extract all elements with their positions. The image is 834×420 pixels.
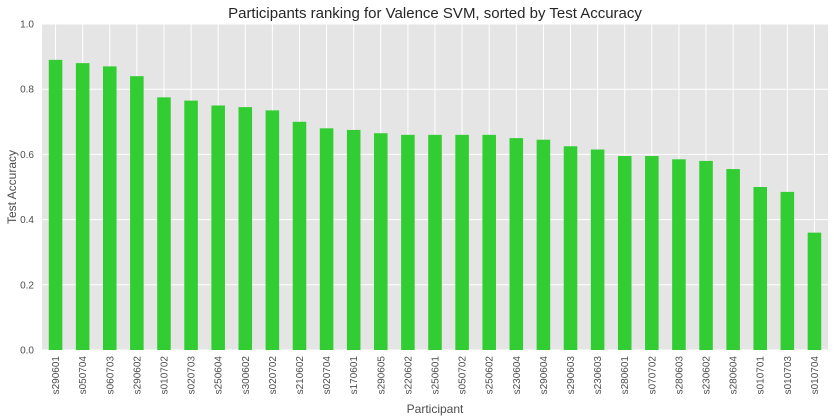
y-tick-label: 0.8 (20, 85, 34, 96)
x-tick-label: s010704 (810, 356, 821, 395)
bar-s290604 (536, 139, 551, 350)
x-tick-label: s300602 (241, 356, 252, 395)
x-tick-label: s290603 (566, 356, 577, 395)
bar-s250601 (428, 134, 442, 350)
bar-s220602 (401, 134, 415, 350)
bar-s070702 (645, 156, 659, 350)
bars (48, 59, 822, 351)
y-tick-label: 1.0 (20, 20, 34, 31)
y-tick-label: 0.4 (20, 215, 34, 226)
x-tick-label: s280603 (674, 356, 685, 395)
x-tick-label: s220602 (403, 356, 414, 395)
bar-s020702 (265, 110, 280, 350)
x-tick-label: s290602 (132, 356, 143, 395)
x-axis-label: Participant (407, 402, 464, 416)
bar-s010704 (807, 232, 822, 350)
bar-s230604 (509, 138, 524, 350)
y-tick-label: 0.2 (20, 280, 34, 291)
bar-s230603 (590, 149, 605, 350)
bar-s290605 (374, 133, 388, 350)
x-tick-label: s170601 (349, 356, 360, 395)
y-axis-label: Test Accuracy (5, 150, 19, 224)
x-tick-label: s010701 (756, 356, 767, 395)
bar-s020703 (184, 100, 198, 350)
x-tick-label: s210602 (295, 356, 306, 395)
bar-s280601 (617, 156, 632, 350)
bar-s280603 (672, 159, 686, 350)
x-tick-label: s230603 (593, 356, 604, 395)
bar-s250602 (482, 134, 496, 350)
bar-s290601 (48, 59, 63, 351)
bar-s290602 (130, 76, 144, 350)
chart-title: Participants ranking for Valence SVM, so… (228, 5, 642, 22)
x-tick-label: s070702 (647, 356, 658, 395)
x-tick-label: s250602 (485, 356, 496, 395)
x-tick-label: s280604 (729, 356, 740, 395)
y-tick-label: 0.0 (20, 346, 34, 357)
x-tick-label: s230602 (702, 356, 713, 395)
bar-s020704 (319, 128, 334, 350)
bar-s050702 (455, 134, 469, 350)
x-tick-label: s290605 (376, 356, 387, 395)
x-tick-label: s050702 (458, 356, 469, 395)
y-tick-labels: 0.0 0.2 0.4 0.6 0.8 1.0 (20, 20, 34, 357)
x-tick-label: s020703 (187, 356, 198, 395)
x-tick-label: s020704 (322, 356, 333, 395)
x-tick-label: s250604 (214, 356, 225, 395)
bar-s290603 (563, 146, 578, 350)
x-tick-label: s280601 (620, 356, 631, 395)
x-tick-label: s290604 (539, 356, 550, 395)
bar-s300602 (238, 107, 253, 350)
y-tick-label: 0.6 (20, 150, 34, 161)
bar-s280604 (726, 169, 740, 350)
x-tick-label: s010702 (159, 356, 170, 395)
bar-s050704 (75, 63, 90, 351)
x-tick-label: s010703 (783, 356, 794, 395)
bar-s170601 (346, 129, 361, 350)
bar-s010703 (780, 191, 795, 350)
bar-s250604 (211, 105, 225, 350)
x-tick-label: s250601 (431, 356, 442, 395)
x-tick-label: s060703 (105, 356, 116, 395)
x-tick-label: s020702 (268, 356, 279, 395)
x-tick-labels: s290601 s050704 s060703 s290602 s010702 s0207… (51, 356, 821, 395)
x-tick-label: s050704 (78, 356, 89, 395)
x-tick-label: s290601 (51, 356, 62, 395)
bar-s010702 (157, 97, 171, 350)
x-tick-label: s230604 (512, 356, 523, 395)
bar-s230602 (699, 160, 713, 350)
bar-s060703 (102, 66, 117, 350)
bar-s010701 (753, 187, 768, 350)
bar-s210602 (292, 121, 307, 350)
